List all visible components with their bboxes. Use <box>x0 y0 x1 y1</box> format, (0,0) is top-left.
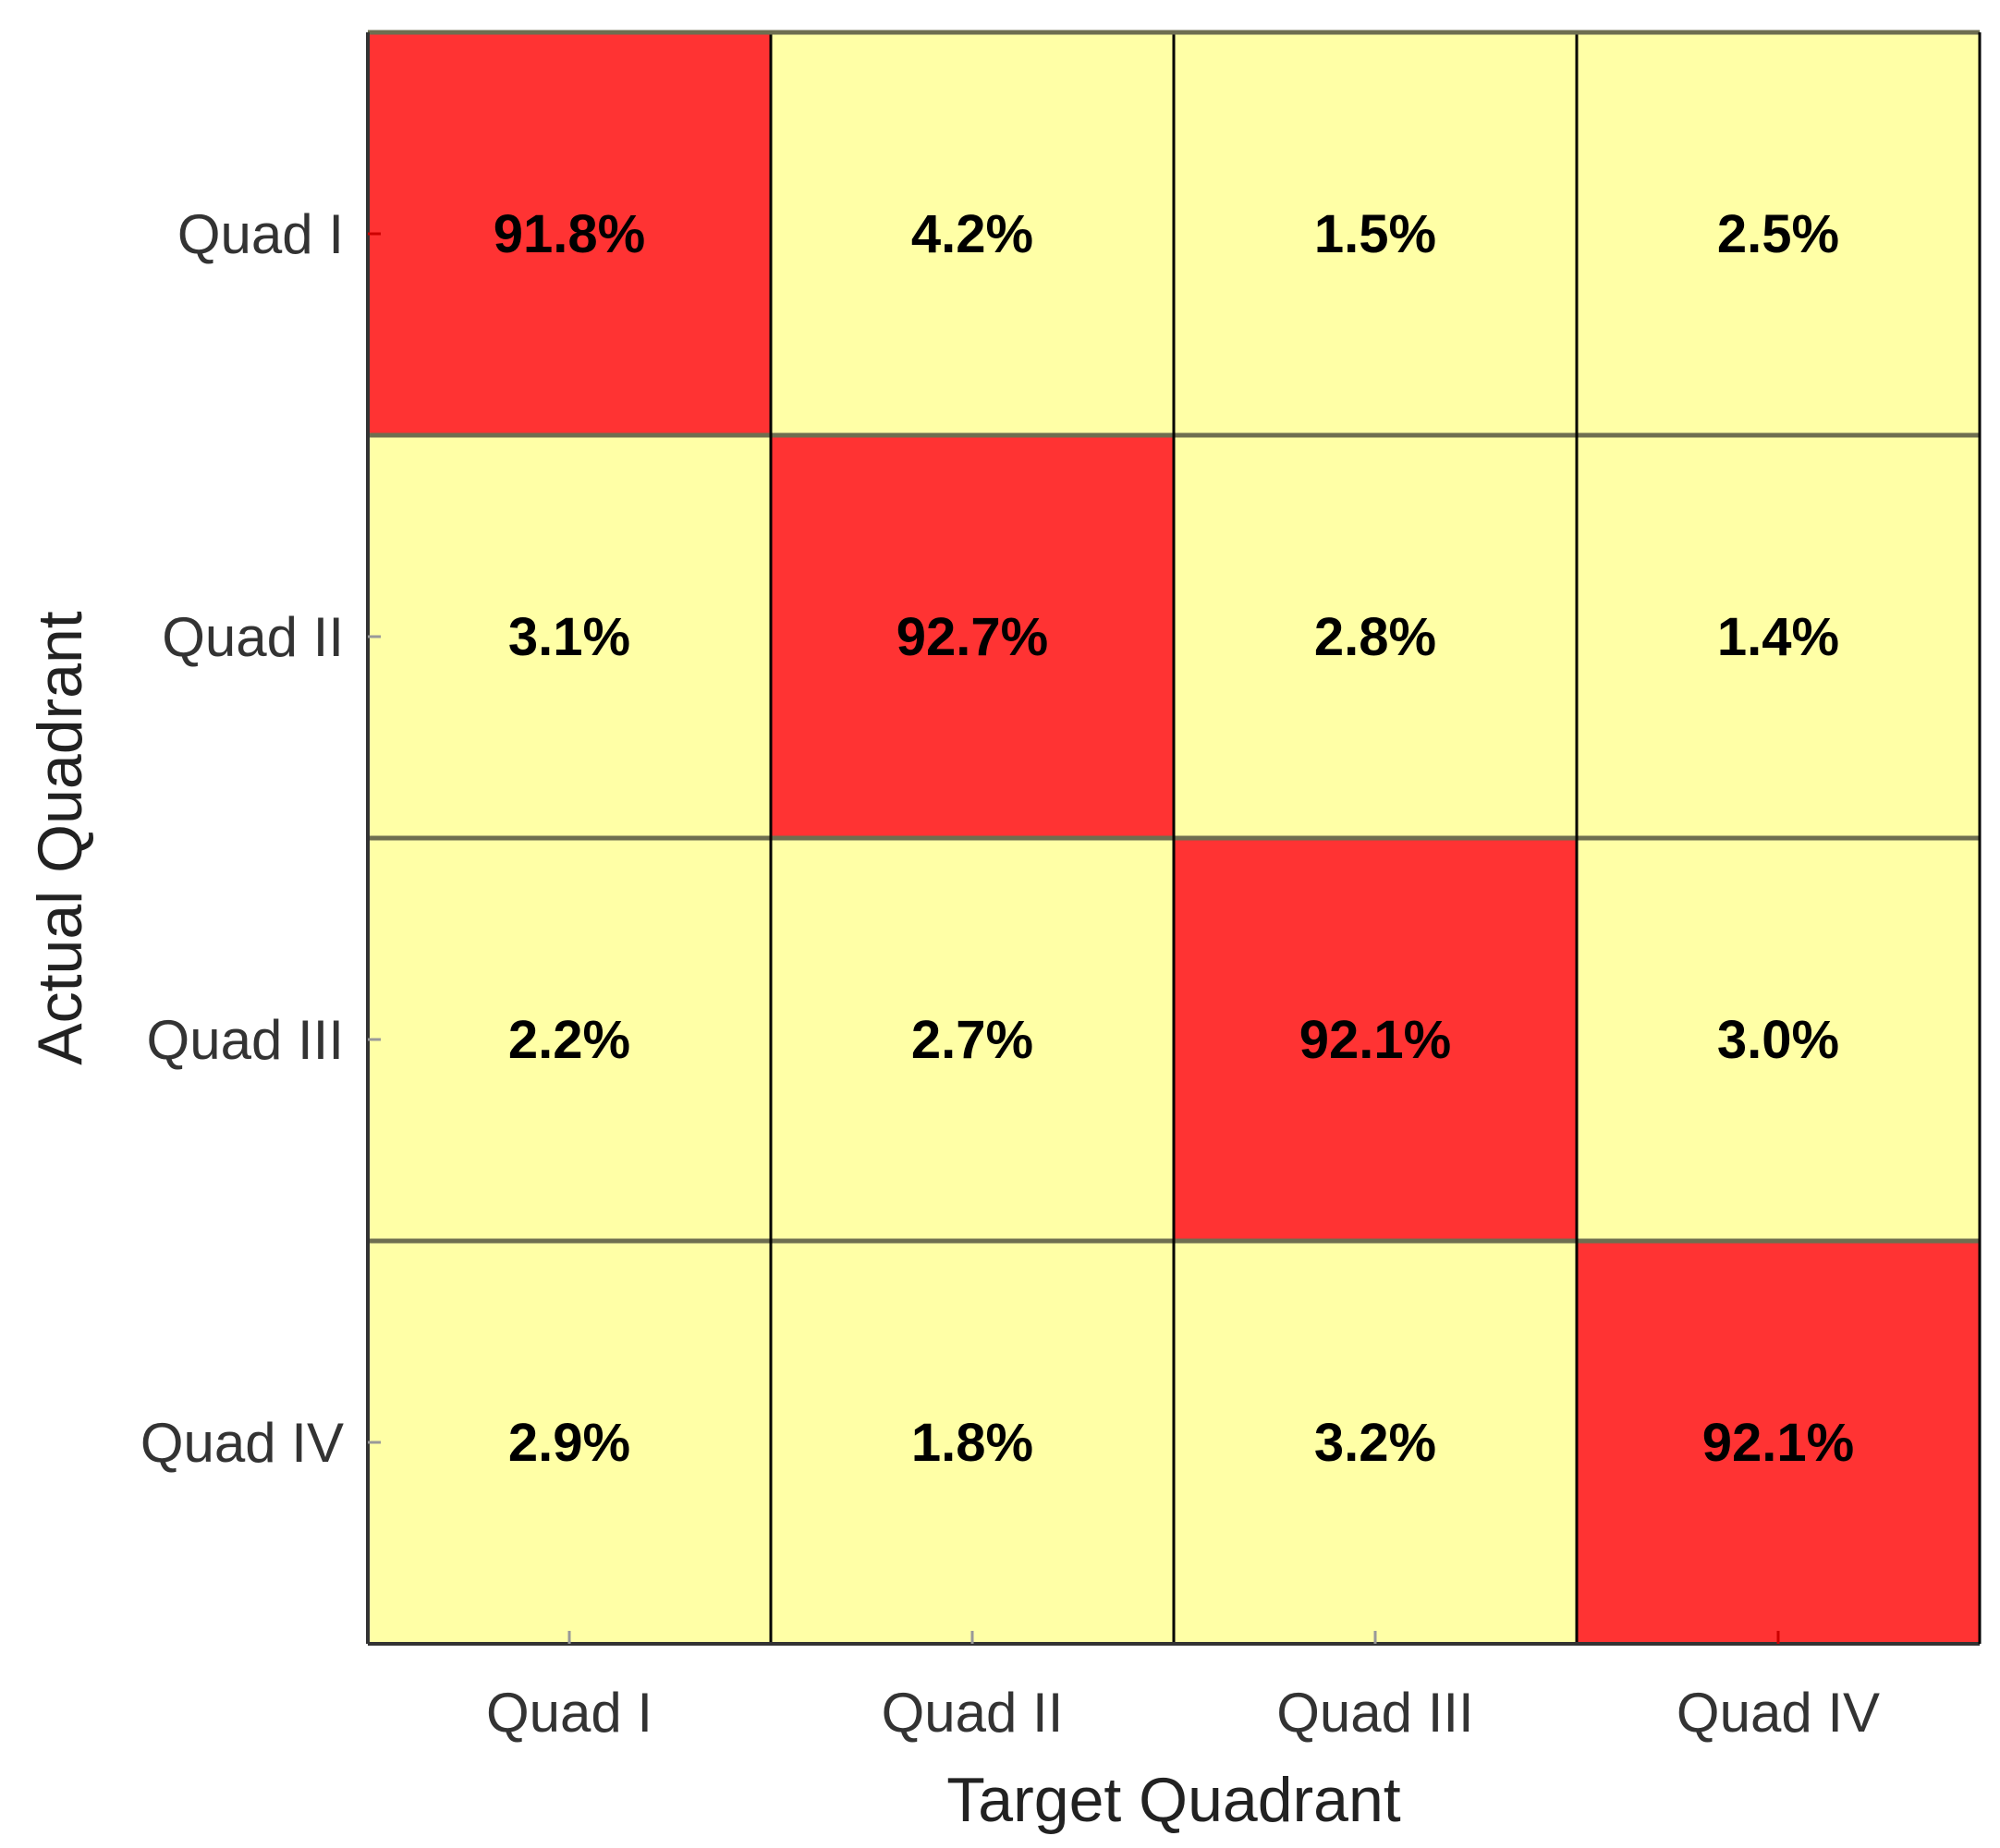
x-tick-label-1: Quad I <box>486 1682 652 1744</box>
heatmap-grid-lines <box>366 30 1982 1646</box>
cell-value-label-r3-c2: 2.7% <box>911 1010 1033 1070</box>
heatmap-cell-r4-c4 <box>1577 1241 1980 1644</box>
cell-value-label-r4-c3: 3.2% <box>1314 1413 1436 1473</box>
heatmap-cell-r3-c1 <box>368 838 771 1241</box>
heatmap-cell-r4-c2 <box>771 1241 1174 1644</box>
heatmap-cell-r2-c4 <box>1577 435 1980 838</box>
cell-value-label-r4-c2: 1.8% <box>911 1413 1033 1473</box>
cell-value-label-r3-c1: 2.2% <box>508 1010 630 1070</box>
cell-value-label-r2-c2: 92.7% <box>896 607 1048 667</box>
cell-value-label-r1-c3: 1.5% <box>1314 204 1436 264</box>
heatmap-cell-r3-c2 <box>771 838 1174 1241</box>
cell-value-label-r2-c1: 3.1% <box>508 607 630 667</box>
cell-value-label-r3-c4: 3.0% <box>1717 1010 1839 1070</box>
heatmap-cell-r3-c4 <box>1577 838 1980 1241</box>
y-tick-label-1: Quad I <box>177 203 344 265</box>
cell-value-label-r4-c4: 92.1% <box>1702 1413 1854 1473</box>
cell-value-label-r4-c1: 2.9% <box>508 1413 630 1473</box>
heatmap-cell-r4-c1 <box>368 1241 771 1644</box>
heatmap-cells <box>368 32 1980 1644</box>
cell-value-label-r1-c2: 4.2% <box>911 204 1033 264</box>
heatmap-cell-r1-c4 <box>1577 32 1980 435</box>
cell-value-label-r3-c3: 92.1% <box>1299 1010 1451 1070</box>
heatmap-cell-r1-c2 <box>771 32 1174 435</box>
x-tick-label-2: Quad II <box>882 1682 1064 1744</box>
heatmap-cell-r1-c3 <box>1174 32 1577 435</box>
heatmap-cell-r4-c3 <box>1174 1241 1577 1644</box>
y-tick-label-2: Quad II <box>162 606 344 668</box>
cell-value-label-r1-c1: 91.8% <box>494 204 645 264</box>
heatmap-cell-r2-c2 <box>771 435 1174 838</box>
x-axis-title: Target Quadrant <box>946 1765 1401 1835</box>
y-tick-label-4: Quad IV <box>140 1412 344 1474</box>
heatmap-cell-r2-c1 <box>368 435 771 838</box>
x-tick-label-3: Quad III <box>1276 1682 1473 1744</box>
y-tick-label-3: Quad III <box>147 1009 344 1071</box>
cell-value-label-r2-c3: 2.8% <box>1314 607 1436 667</box>
heatmap-cell-r1-c1 <box>368 32 771 435</box>
cell-value-label-r2-c4: 1.4% <box>1717 607 1839 667</box>
heatmap-value-labels: 91.8% 4.2% 1.5% 2.5% 3.1% 92.7% 2.8% 1.4% 2.2% 2.… <box>494 204 1854 1473</box>
heatmap-cell-r2-c3 <box>1174 435 1577 838</box>
axis-tick-labels: Quad I Quad II Quad III Quad IV Quad I Quad I… <box>140 203 1880 1744</box>
y-axis-title: Actual Quadrant <box>25 611 95 1065</box>
heatmap-cell-r3-c3 <box>1174 838 1577 1241</box>
x-tick-label-4: Quad IV <box>1677 1682 1880 1744</box>
cell-value-label-r1-c4: 2.5% <box>1717 204 1839 264</box>
